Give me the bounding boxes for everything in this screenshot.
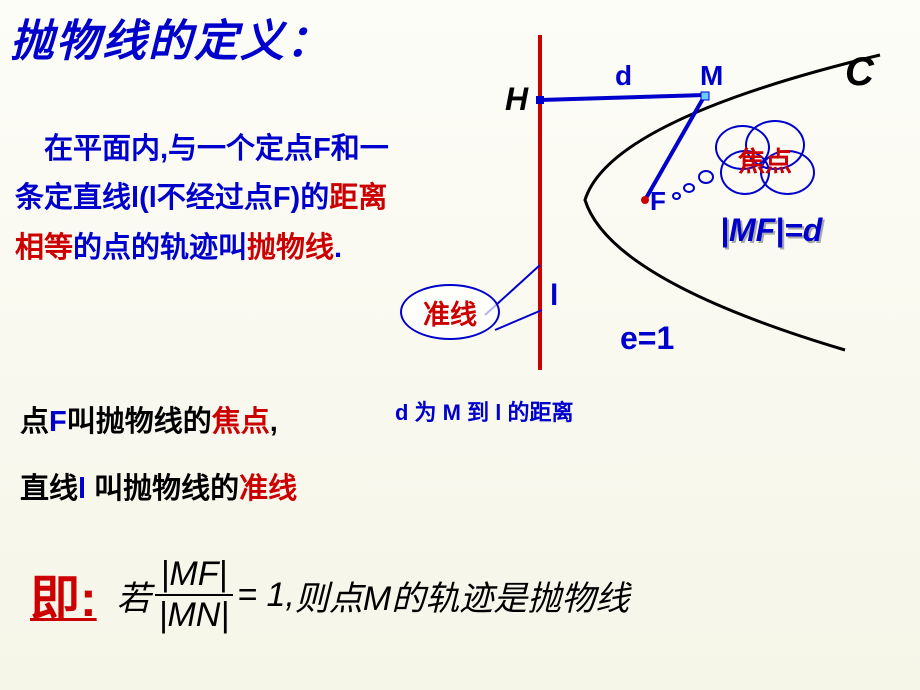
- eq-one: = 1,: [237, 576, 295, 615]
- MF-segment: [645, 95, 705, 200]
- zhunxian-callout2: [495, 310, 542, 330]
- def-de: 的: [300, 182, 329, 214]
- conclusion: 即: 若 |MF| |MN| = 1, 则点M的轨迹是抛物线: [30, 555, 629, 635]
- mf-equals-d: |MF|=d: [720, 212, 822, 249]
- label-H: H: [505, 81, 529, 117]
- def-l1: l: [131, 182, 139, 214]
- point-H-marker: [536, 96, 544, 104]
- fraction: |MF| |MN|: [155, 555, 234, 635]
- directrix-statement: 直线l 叫抛物线的准线: [20, 465, 297, 507]
- frac-num: |MF|: [157, 555, 232, 594]
- focus-F: F: [49, 406, 67, 438]
- focus-p1: 点: [20, 406, 49, 438]
- def-parab: 抛物线: [247, 232, 334, 264]
- focus-comma: ,: [270, 406, 278, 438]
- def-not: 不经过点: [157, 182, 273, 214]
- distance-note: d 为 M 到 l 的距离: [395, 395, 573, 427]
- def-dot: .: [334, 232, 342, 264]
- cloud-dot2: [683, 183, 695, 193]
- focus-p2: 叫抛物线的: [67, 406, 212, 438]
- page-title: 抛物线的定义：: [10, 5, 332, 69]
- label-F: F: [650, 186, 666, 216]
- cloud-dot1: [698, 170, 714, 184]
- HM-segment: [540, 95, 705, 100]
- label-l: l: [550, 279, 558, 312]
- def-mid: 的点的轨迹叫: [73, 232, 247, 264]
- jiaodian-callout-bubble: 焦点: [720, 128, 810, 198]
- then-text: 则点M的轨迹是抛物线: [295, 571, 629, 620]
- cloud-dot3: [672, 192, 681, 200]
- dir-p1: 直线: [20, 473, 78, 505]
- def-F: F: [313, 133, 331, 165]
- eccentricity: e=1: [620, 320, 674, 357]
- definition-text: 在平面内,与一个定点F和一条定直线l(l不经过点F)的距离相等的点的轨迹叫抛物线…: [15, 125, 410, 273]
- conclude-label: 即:: [30, 559, 97, 631]
- zhunxian-callout-bubble: 准线: [400, 284, 500, 340]
- def-part1a: 在平面内,与一个定点: [15, 133, 313, 165]
- point-F-marker: [641, 196, 649, 204]
- dir-word: 准线: [239, 473, 297, 505]
- parabola-diagram: H d M C F l: [450, 30, 910, 400]
- def-close: ): [291, 182, 301, 214]
- dir-p2: 叫抛物线的: [86, 473, 239, 505]
- def-l2: l: [149, 182, 157, 214]
- label-M: M: [700, 60, 723, 91]
- frac-den: |MN|: [155, 596, 234, 635]
- dir-l: l: [78, 473, 86, 505]
- label-C: C: [845, 50, 875, 94]
- conclude-formula: 若 |MF| |MN| = 1, 则点M的轨迹是抛物线: [117, 555, 630, 635]
- def-paren: (: [139, 182, 149, 214]
- point-M-marker: [701, 92, 709, 100]
- focus-word: 焦点: [212, 406, 270, 438]
- focus-statement: 点F叫抛物线的焦点,: [20, 398, 278, 440]
- ruo: 若: [117, 571, 151, 620]
- label-d: d: [615, 60, 632, 91]
- def-F2: F: [273, 182, 291, 214]
